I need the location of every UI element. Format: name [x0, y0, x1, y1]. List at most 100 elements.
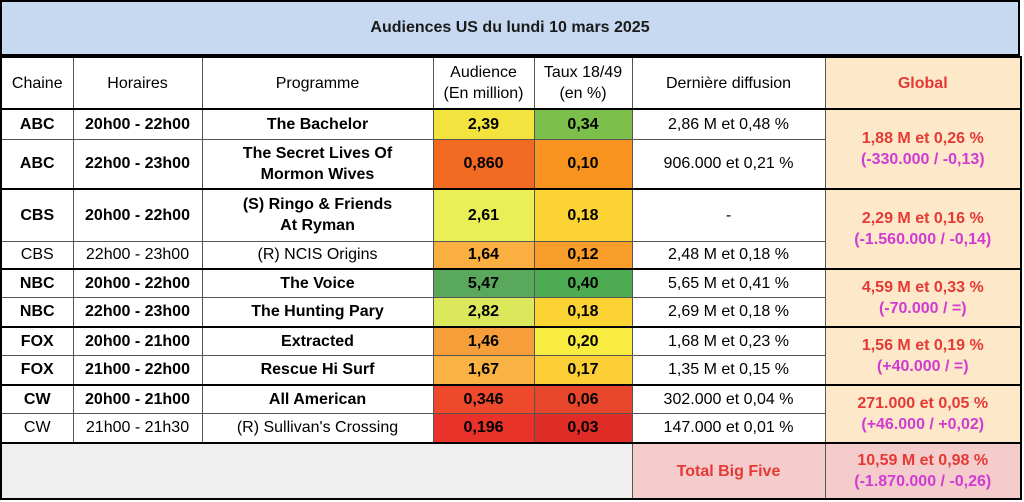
header-cell: Horaires	[72, 56, 203, 110]
time-cell: 22h00 - 23h00	[72, 296, 203, 328]
header-cell: Taux 18/49 (en %)	[533, 56, 633, 110]
table: Chaine Horaires Programme Audience (En mill…	[0, 56, 1022, 500]
program-cell: The Secret Lives Of Mormon Wives	[201, 138, 434, 190]
row: CBS 22h00 - 23h00 (R) NCIS Origins 1,64 0,12…	[0, 240, 1021, 270]
program-cell: The Bachelor	[201, 108, 434, 140]
time-cell: 20h00 - 21h00	[72, 326, 203, 356]
rating-cell: 0,34	[533, 108, 633, 140]
total-label: Total Big Five	[631, 442, 826, 500]
header-cell: Programme	[201, 56, 434, 110]
last-cell: 147.000 et 0,01 %	[631, 412, 826, 444]
row: CW 20h00 - 21h00 All American 0,346 0,06 302.…	[0, 384, 1022, 444]
channel-cell: ABC	[0, 108, 74, 140]
channel-cell: NBC	[0, 268, 74, 298]
global-line1: 271.000 et 0,05 %	[857, 395, 989, 412]
total-value: 10,59 M et 0,98 % (-1.870.000 / -0,26)	[824, 442, 1022, 500]
global-cell: 1,88 M et 0,26 % (-330.000 / -0,13)	[824, 108, 1022, 190]
row: NBC 22h00 - 23h00 The Hunting Pary 2,82 0,18…	[0, 296, 1021, 328]
row: NBC 20h00 - 22h00 The Voice 5,47 0,40 5,65 M …	[0, 268, 1022, 328]
row: ABC 20h00 - 22h00 The Bachelor 2,39 0,34 2,86…	[0, 108, 1022, 190]
channel-cell: ABC	[0, 138, 74, 190]
blank	[0, 442, 633, 500]
channel-cell: NBC	[0, 296, 74, 328]
audience-cell: 2,82	[432, 296, 535, 328]
channel-cell: FOX	[0, 326, 74, 356]
total-line2: (-1.870.000 / -0,26)	[854, 473, 992, 490]
rating-cell: 0,20	[533, 326, 633, 356]
audience-cell: 1,64	[432, 240, 535, 270]
channel-cell: CW	[0, 384, 74, 414]
global-line2: (-1.560.000 / -0,14)	[854, 231, 992, 248]
last-cell: 2,48 M et 0,18 %	[631, 240, 826, 270]
global-line2: (+40.000 / =)	[876, 358, 969, 375]
program-cell: (R) Sullivan's Crossing	[201, 412, 434, 444]
last-cell: -	[631, 188, 826, 242]
audience-cell: 0,196	[432, 412, 535, 444]
time-cell: 22h00 - 23h00	[72, 138, 203, 190]
last-cell: 2,86 M et 0,48 %	[631, 108, 826, 140]
row: ABC 22h00 - 23h00 The Secret Lives Of Morm…	[0, 138, 1021, 190]
audience-cell: 1,67	[432, 354, 535, 386]
global-cell: 2,29 M et 0,16 % (-1.560.000 / -0,14)	[824, 188, 1022, 270]
rating-cell: 0,12	[533, 240, 633, 270]
header-cell: Audience (En million)	[432, 56, 535, 110]
time-cell: 20h00 - 21h00	[72, 384, 203, 414]
header-cell: Global	[824, 56, 1022, 110]
channel-cell: CBS	[0, 240, 74, 270]
time-cell: 20h00 - 22h00	[72, 108, 203, 140]
rating-cell: 0,03	[533, 412, 633, 444]
global-line1: 1,88 M et 0,26 %	[861, 130, 984, 147]
row: CW 21h00 - 21h30 (R) Sullivan's Crossing 0,…	[0, 412, 1021, 444]
header-row: Chaine Horaires Programme Audience (En mill…	[0, 56, 1022, 110]
rating-cell: 0,40	[533, 268, 633, 298]
program-cell: Extracted	[201, 326, 434, 356]
time-cell: 21h00 - 22h00	[72, 354, 203, 386]
last-cell: 1,35 M et 0,15 %	[631, 354, 826, 386]
audience-cell: 0,346	[432, 384, 535, 414]
title: Audiences US du lundi 10 mars 2025	[0, 0, 1020, 56]
program-cell: All American	[201, 384, 434, 414]
last-cell: 5,65 M et 0,41 %	[631, 268, 826, 298]
last-cell: 1,68 M et 0,23 %	[631, 326, 826, 356]
global-line1: 1,56 M et 0,19 %	[861, 337, 984, 354]
global-line2: (+46.000 / +0,02)	[861, 416, 985, 433]
audience-cell: 5,47	[432, 268, 535, 298]
global-line1: 2,29 M et 0,16 %	[861, 210, 984, 227]
header-cell: Dernière diffusion	[631, 56, 826, 110]
total-line1: 10,59 M et 0,98 %	[857, 452, 989, 469]
global-line2: (-330.000 / -0,13)	[860, 151, 985, 168]
row: CBS 20h00 - 22h00 (S) Ringo & Friends At R…	[0, 188, 1022, 270]
last-cell: 906.000 et 0,21 %	[631, 138, 826, 190]
time-cell: 20h00 - 22h00	[72, 268, 203, 298]
audience-cell: 2,61	[432, 188, 535, 242]
time-cell: 22h00 - 23h00	[72, 240, 203, 270]
global-cell: 1,56 M et 0,19 % (+40.000 / =)	[824, 326, 1022, 386]
rating-cell: 0,18	[533, 296, 633, 328]
last-cell: 2,69 M et 0,18 %	[631, 296, 826, 328]
audience-cell: 2,39	[432, 108, 535, 140]
row: FOX 21h00 - 22h00 Rescue Hi Surf 1,67 0,17 1,…	[0, 354, 1021, 386]
channel-cell: CBS	[0, 188, 74, 242]
channel-cell: FOX	[0, 354, 74, 386]
rating-cell: 0,18	[533, 188, 633, 242]
program-cell: (R) NCIS Origins	[201, 240, 434, 270]
audience-cell: 1,46	[432, 326, 535, 356]
total-row: Total Big Five 10,59 M et 0,98 % (-1.870.0…	[0, 442, 1022, 500]
row: FOX 20h00 - 21h00 Extracted 1,46 0,20 1,68 M …	[0, 326, 1022, 386]
global-line1: 4,59 M et 0,33 %	[861, 279, 984, 296]
time-cell: 20h00 - 22h00	[72, 188, 203, 242]
program-cell: The Hunting Pary	[201, 296, 434, 328]
program-cell: The Voice	[201, 268, 434, 298]
global-cell: 4,59 M et 0,33 % (-70.000 / =)	[824, 268, 1022, 328]
rating-cell: 0,17	[533, 354, 633, 386]
rating-cell: 0,06	[533, 384, 633, 414]
rating-cell: 0,10	[533, 138, 633, 190]
last-cell: 302.000 et 0,04 %	[631, 384, 826, 414]
audience-cell: 0,860	[432, 138, 535, 190]
channel-cell: CW	[0, 412, 74, 444]
global-line2: (-70.000 / =)	[878, 300, 967, 317]
program-cell: Rescue Hi Surf	[201, 354, 434, 386]
global-cell: 271.000 et 0,05 % (+46.000 / +0,02)	[824, 384, 1022, 444]
program-cell: (S) Ringo & Friends At Ryman	[201, 188, 434, 242]
